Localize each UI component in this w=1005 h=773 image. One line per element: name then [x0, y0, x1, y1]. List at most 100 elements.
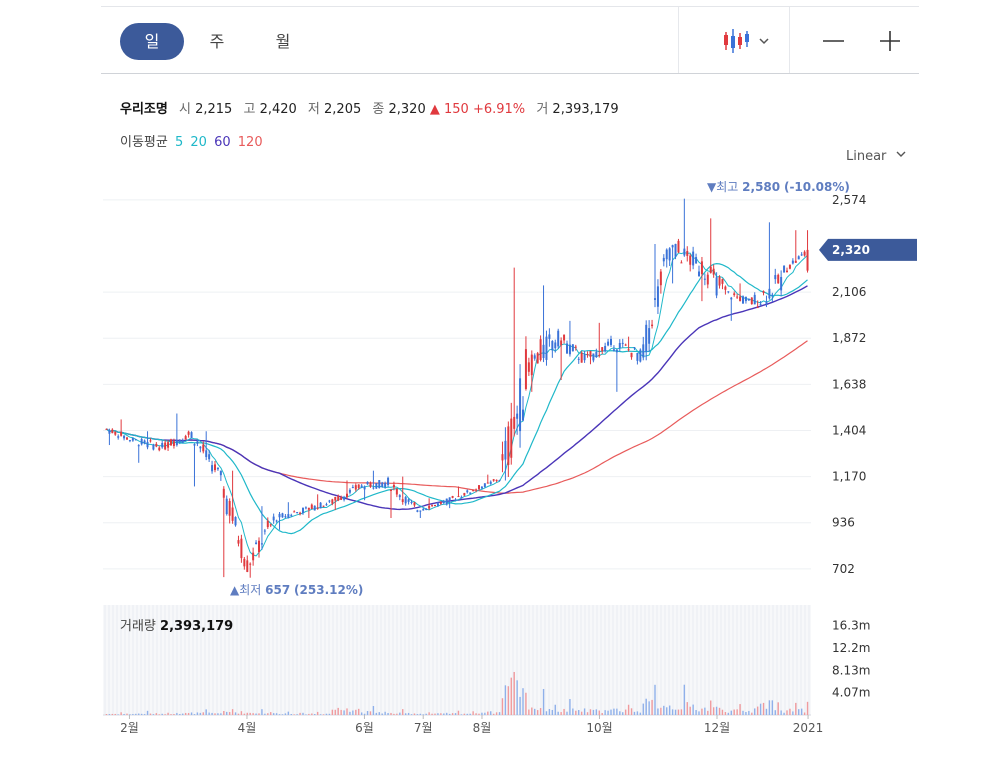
volume-bar [572, 708, 574, 715]
candle-body [545, 336, 548, 360]
volume-bar [622, 712, 624, 715]
chart-frame [101, 6, 919, 773]
volume-bar [712, 707, 715, 715]
candle-body [574, 346, 577, 348]
volume-bar [360, 712, 363, 715]
volume-bar [686, 702, 688, 715]
volume-bar [495, 712, 498, 715]
volume-bar [754, 708, 756, 715]
price-markers: 2,320 ▼최고 2,580 (-10.08%) ▲최저 657 (253.1… [230, 180, 917, 597]
candle-body [736, 296, 739, 298]
minus-icon [823, 40, 844, 42]
candle-body [131, 437, 134, 441]
stock-name: 우리조명 [120, 102, 168, 117]
candle-body [120, 431, 123, 436]
volume-bar [328, 713, 331, 715]
candle-body [172, 441, 175, 447]
candle-body [727, 291, 730, 293]
candlestick-icon [724, 29, 749, 53]
period-day-button[interactable]: 일 [120, 23, 184, 60]
candle-body [680, 262, 683, 264]
zoom-in-button[interactable] [868, 21, 912, 61]
volume-bar [677, 709, 680, 715]
candle-body [551, 340, 554, 351]
candle-body [480, 486, 483, 489]
candle-body [442, 501, 445, 503]
high-marker-prefix: 최고 [716, 180, 738, 194]
volume-bar [528, 709, 530, 715]
volume-bar [202, 712, 204, 715]
volume-bar [410, 714, 413, 715]
y-tick-label: 1,404 [832, 423, 866, 437]
volume-bar [780, 710, 782, 715]
candle-body [234, 517, 237, 526]
candle-body [287, 514, 290, 519]
candle-body [211, 465, 214, 472]
volume-bar [302, 712, 304, 715]
volume-bar [627, 704, 630, 715]
candle-body [293, 511, 296, 513]
candle-body [527, 362, 530, 372]
volume-bar [610, 709, 612, 715]
candle-body [319, 502, 322, 509]
ma-legend-5: 5 [174, 135, 184, 150]
volume-bar [396, 713, 398, 715]
candle-body [296, 511, 299, 513]
volume-value: 2,393,179 [552, 102, 619, 117]
candle-body [164, 442, 167, 450]
candle-body [695, 257, 698, 264]
volume-bar [492, 713, 495, 715]
volume-bar [334, 709, 336, 715]
volume-bar [378, 712, 380, 715]
volume-tick-label: 4.07m [832, 686, 870, 700]
volume-bar [114, 713, 116, 715]
candle-body [269, 524, 272, 526]
volume-bar [583, 708, 586, 715]
candle-body [618, 343, 621, 349]
candle-body [469, 492, 472, 494]
candle-body [439, 502, 442, 504]
scale-selector[interactable]: Linear [846, 149, 908, 164]
volume-bar [604, 710, 606, 715]
volume-bar [554, 704, 556, 715]
candle-body [733, 293, 736, 296]
volume-bar [340, 709, 342, 715]
candle-body [747, 298, 750, 301]
volume-bar [167, 712, 169, 715]
volume-bar [666, 707, 668, 715]
y-tick-label: 1,638 [832, 377, 866, 391]
volume-bar [504, 685, 507, 715]
x-tick-label: 12월 [704, 721, 730, 735]
volume-bar [674, 709, 677, 715]
candle-body [290, 514, 293, 516]
zoom-out-button[interactable] [811, 21, 855, 61]
volume-bar [234, 712, 237, 715]
candle-body [170, 439, 172, 446]
candle-body [416, 510, 419, 512]
candle-body [560, 340, 563, 346]
volume-bar [305, 714, 307, 715]
candle-body [202, 444, 205, 452]
candle-body [677, 240, 680, 253]
candle-body [155, 443, 158, 447]
high-marker: ▼최고 2,580 (-10.08%) [707, 180, 850, 194]
candle-body [123, 435, 126, 439]
chart-type-button[interactable] [699, 21, 781, 61]
candle-body [310, 504, 313, 509]
candle-body [533, 355, 536, 359]
volume-bar [352, 710, 354, 715]
candle-body [117, 436, 120, 438]
period-week-button[interactable]: 주 [185, 23, 249, 60]
candle-body [392, 484, 395, 488]
candle-body [340, 497, 343, 500]
volume-bar [199, 712, 202, 715]
candle-body [181, 440, 184, 443]
volume-bar [803, 712, 806, 715]
candle-body [771, 294, 774, 296]
high-label: 고 [243, 102, 256, 117]
candle-body [607, 341, 610, 346]
volume-bar [208, 712, 210, 715]
volume-bar [592, 709, 595, 715]
period-month-button[interactable]: 월 [251, 23, 315, 60]
